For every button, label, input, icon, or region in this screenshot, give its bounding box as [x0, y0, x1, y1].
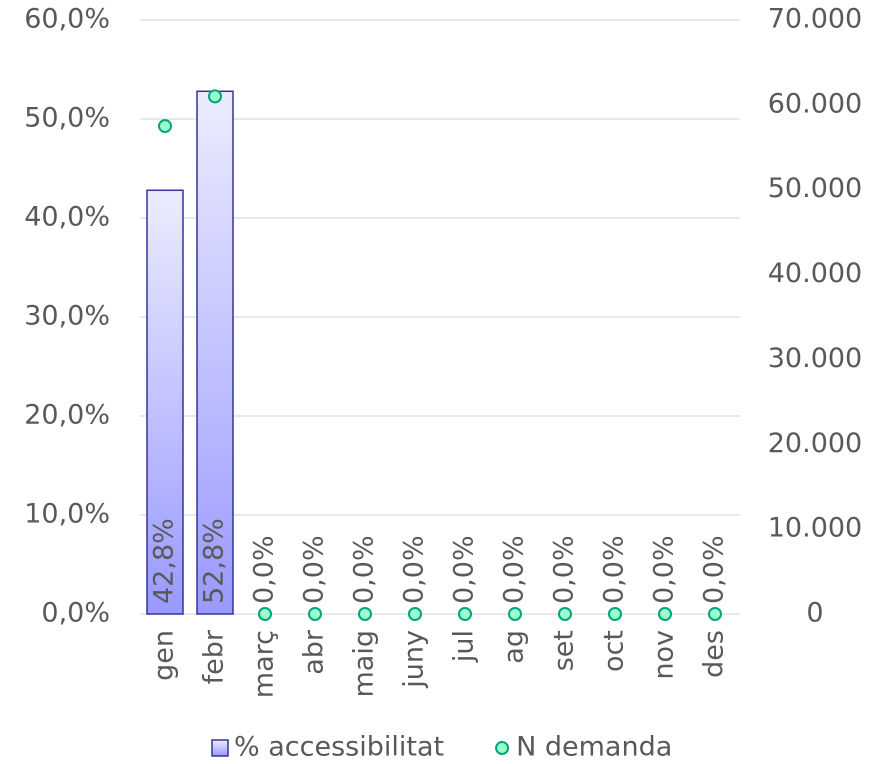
data-label: 0,0%: [249, 535, 280, 604]
y-tick-label: 20,0%: [24, 400, 110, 431]
y-tick-label: 40,0%: [24, 202, 110, 233]
data-label: 0,0%: [449, 535, 480, 604]
data-label: 42,8%: [149, 518, 180, 604]
bar: [196, 90, 234, 615]
y-tick-label: 30,0%: [24, 301, 110, 332]
data-label: 52,8%: [199, 518, 230, 604]
legend-swatch: [211, 739, 229, 757]
marker: [408, 607, 422, 621]
y2-tick-label: 10.000: [768, 513, 862, 544]
marker: [458, 607, 472, 621]
bar: [146, 189, 184, 615]
marker: [608, 607, 622, 621]
marker: [658, 607, 672, 621]
y2-tick-label: 20.000: [768, 428, 862, 459]
y2-tick-label: 30.000: [768, 343, 862, 374]
x-tick-label: nov: [649, 630, 680, 680]
x-tick-label: oct: [599, 630, 630, 672]
y-tick-label: 50,0%: [24, 103, 110, 134]
legend-swatch: [495, 741, 510, 755]
y2-tick-label: 0: [806, 598, 823, 629]
marker: [158, 119, 172, 134]
data-label: 0,0%: [699, 535, 730, 604]
marker: [708, 607, 722, 621]
y2-tick-label: 50.000: [768, 173, 862, 204]
marker: [358, 607, 372, 621]
data-label: 0,0%: [599, 535, 630, 604]
legend: % accessibilitat N demanda: [211, 732, 672, 763]
data-label: 0,0%: [649, 535, 680, 604]
marker: [208, 89, 222, 104]
x-tick-label: juny: [399, 630, 430, 689]
y2-tick-label: 60.000: [768, 88, 862, 119]
x-tick-label: jul: [449, 630, 480, 663]
x-tick-label: març: [249, 630, 280, 698]
x-tick-label: des: [699, 630, 730, 678]
legend-label: N demanda: [516, 732, 672, 763]
x-tick-label: maig: [349, 630, 380, 698]
data-label: 0,0%: [299, 535, 330, 604]
x-tick-label: febr: [199, 629, 230, 684]
y-tick-label: 10,0%: [24, 499, 110, 530]
x-tick-label: gen: [149, 630, 180, 681]
marker: [508, 607, 522, 621]
y2-tick-label: 70.000: [768, 4, 862, 35]
data-label: 0,0%: [349, 535, 380, 604]
x-tick-label: set: [549, 630, 580, 671]
x-tick-label: abr: [299, 629, 330, 675]
y-tick-label: 60,0%: [24, 4, 110, 35]
marker: [558, 607, 572, 621]
marker: [258, 607, 272, 621]
data-label: 0,0%: [499, 535, 530, 604]
legend-label: % accessibilitat: [234, 732, 444, 763]
marker: [308, 607, 322, 621]
x-tick-label: ag: [499, 630, 530, 664]
data-label: 0,0%: [549, 535, 580, 604]
y-tick-label: 0,0%: [41, 598, 110, 629]
y2-tick-label: 40.000: [768, 258, 862, 289]
data-label: 0,0%: [399, 535, 430, 604]
